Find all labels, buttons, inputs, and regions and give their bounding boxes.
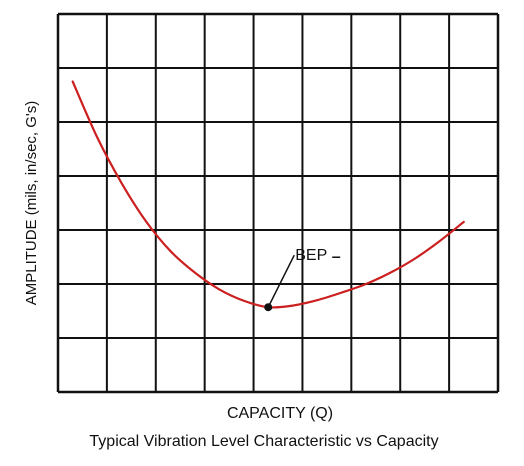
series-layer xyxy=(71,80,465,309)
chart-caption: Typical Vibration Level Characteristic v… xyxy=(89,433,438,450)
annotation-layer: BEP xyxy=(264,247,341,312)
grid xyxy=(56,12,500,394)
annotation-point xyxy=(264,303,273,312)
series-line xyxy=(71,80,465,309)
annotation-label: BEP xyxy=(295,247,327,264)
x-axis-label: CAPACITY (Q) xyxy=(227,405,333,422)
y-axis-label: AMPLITUDE (mils, in/sec, G's) xyxy=(23,101,40,306)
annotation-leader-line xyxy=(267,254,295,308)
